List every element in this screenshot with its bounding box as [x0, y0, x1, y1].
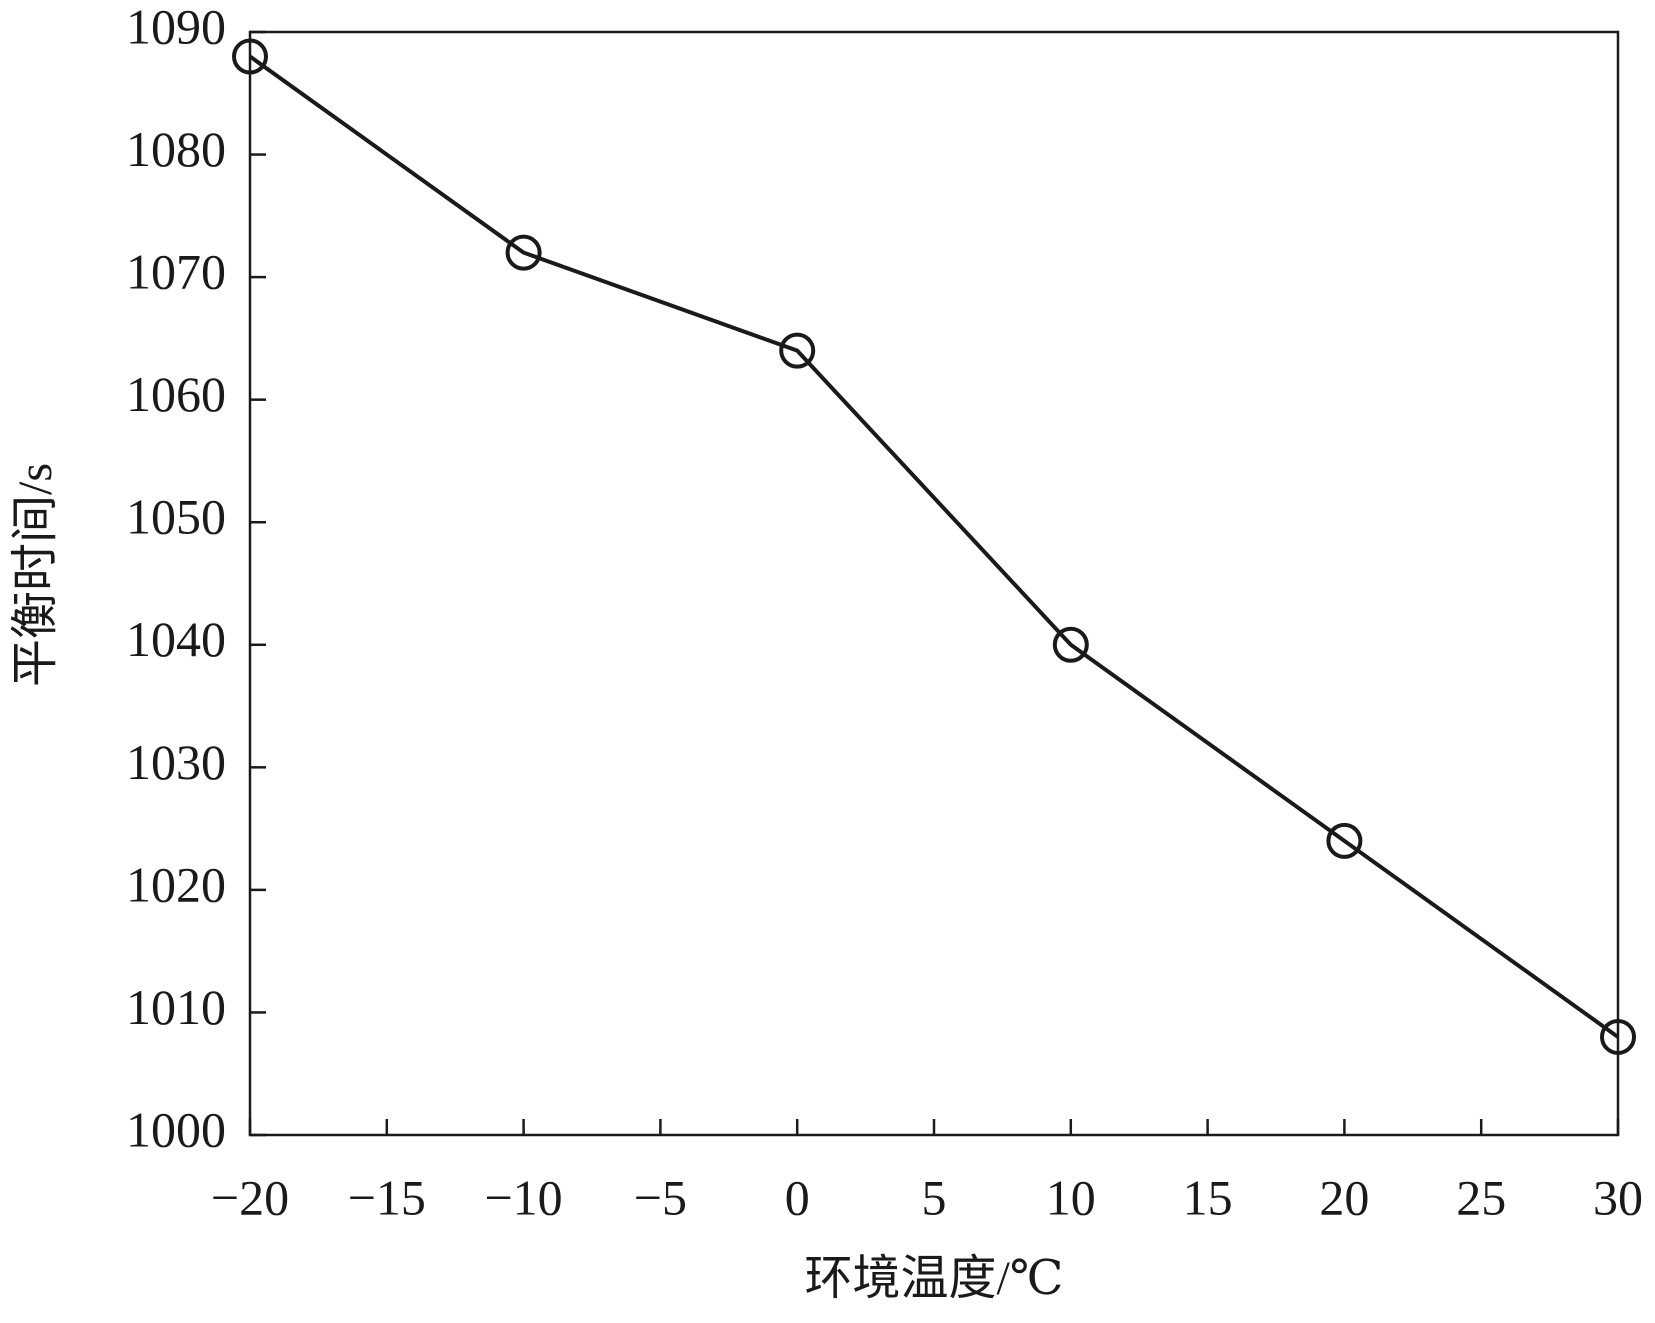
data-point [232, 38, 268, 75]
data-line [248, 54, 1620, 1039]
plot-frame [248, 30, 1620, 1137]
x-tick-label: 25 [1456, 1169, 1506, 1225]
x-tick-label: −20 [211, 1169, 289, 1225]
x-tick-label: 10 [1046, 1169, 1096, 1225]
y-tick-label: 1080 [126, 121, 226, 177]
x-tick-label: 5 [922, 1169, 947, 1225]
data-point [1326, 822, 1363, 859]
x-tick-label: 30 [1593, 1169, 1643, 1225]
x-tick-label: 20 [1319, 1169, 1369, 1225]
x-tick-label: −5 [634, 1169, 687, 1225]
y-tick-label: 1060 [126, 366, 226, 422]
y-tick-label: 1040 [126, 611, 226, 667]
x-axis-title: 环境温度/℃ [804, 1252, 1063, 1305]
y-tick-label: 1070 [126, 244, 226, 300]
data-point [1600, 1018, 1636, 1055]
data-point [779, 332, 816, 369]
y-tick-label: 1030 [126, 734, 226, 790]
data-point [505, 234, 542, 271]
x-tick-label: 15 [1183, 1169, 1233, 1225]
y-tick-label: 1000 [126, 1101, 226, 1157]
y-tick-label: 1020 [126, 856, 226, 912]
x-tick-label: −10 [484, 1169, 562, 1225]
x-tick-label: −15 [348, 1169, 426, 1225]
y-tick-label: 1090 [126, 0, 226, 54]
x-tick-label: 0 [785, 1169, 810, 1225]
y-axis-title: 平衡时间/s [9, 463, 62, 687]
y-tick-label: 1010 [126, 979, 226, 1035]
data-point [1052, 626, 1089, 663]
y-tick-label: 1050 [126, 489, 226, 545]
